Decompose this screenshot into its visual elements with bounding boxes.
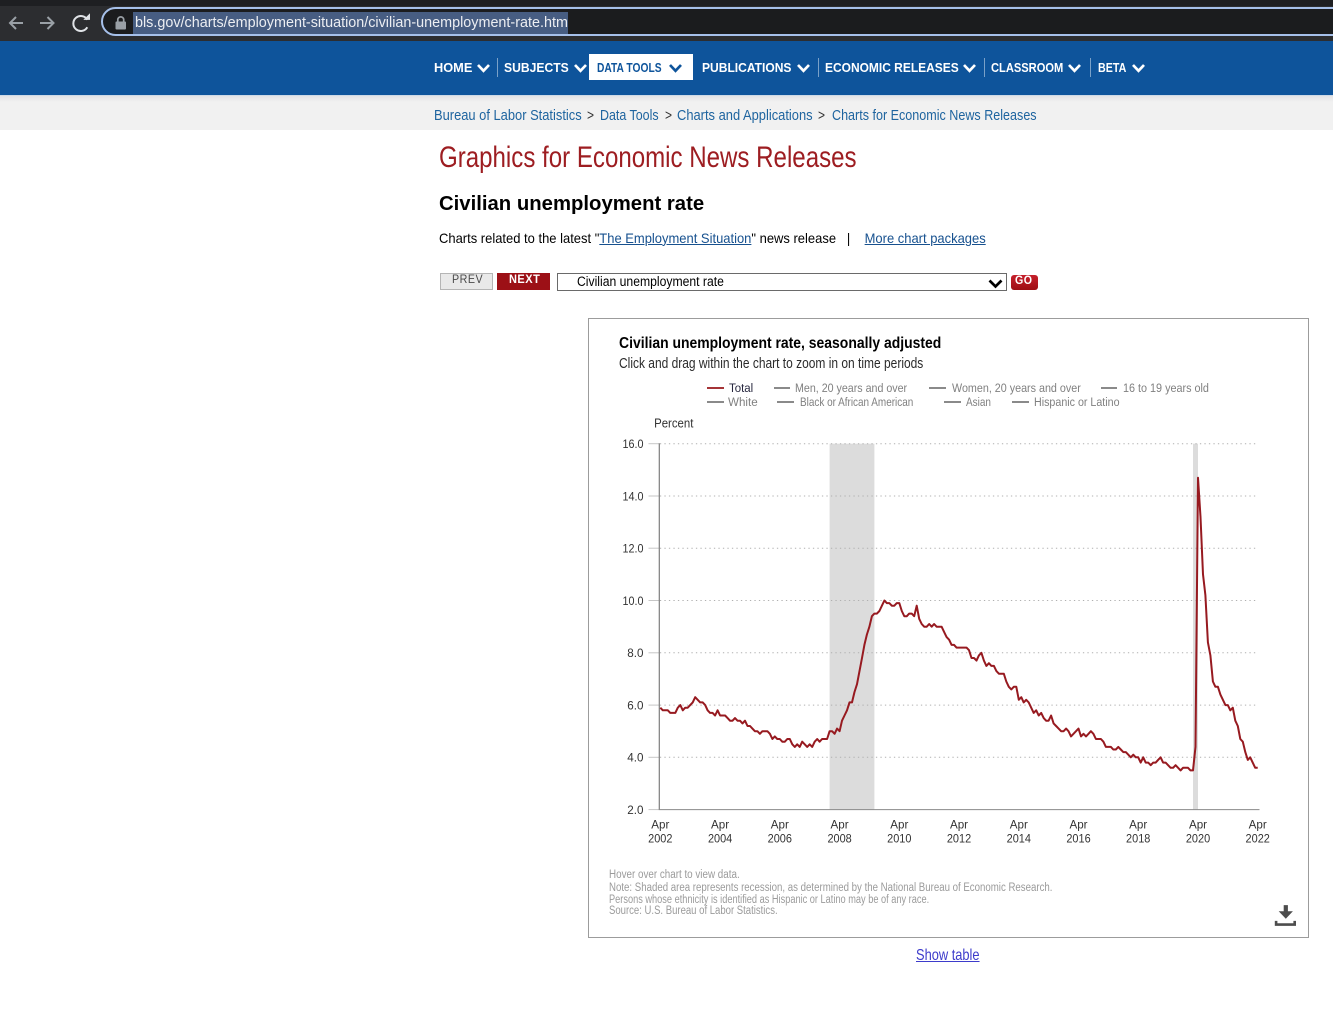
svg-text:2002: 2002 (648, 831, 673, 845)
svg-text:Apr: Apr (770, 817, 788, 831)
svg-text:Apr: Apr (950, 817, 968, 831)
svg-text:2.0: 2.0 (627, 802, 644, 816)
svg-text:14.0: 14.0 (622, 489, 643, 503)
svg-text:12.0: 12.0 (622, 541, 643, 555)
svg-text:Apr: Apr (651, 817, 669, 831)
svg-text:2014: 2014 (1006, 831, 1031, 845)
svg-text:Apr: Apr (1009, 817, 1027, 831)
svg-text:Apr: Apr (1069, 817, 1087, 831)
svg-text:Apr: Apr (711, 817, 729, 831)
svg-text:4.0: 4.0 (627, 750, 644, 764)
svg-text:Apr: Apr (1129, 817, 1147, 831)
svg-text:2004: 2004 (708, 831, 733, 845)
svg-text:2008: 2008 (827, 831, 852, 845)
svg-text:10.0: 10.0 (622, 593, 643, 607)
svg-text:Percent: Percent (654, 416, 694, 430)
svg-text:2012: 2012 (946, 831, 971, 845)
svg-text:2016: 2016 (1066, 831, 1091, 845)
svg-text:2010: 2010 (887, 831, 912, 845)
svg-text:16.0: 16.0 (622, 437, 643, 451)
svg-text:Apr: Apr (890, 817, 908, 831)
svg-text:2006: 2006 (767, 831, 792, 845)
svg-text:Apr: Apr (830, 817, 848, 831)
svg-text:2020: 2020 (1185, 831, 1210, 845)
svg-text:6.0: 6.0 (627, 698, 644, 712)
svg-text:2018: 2018 (1126, 831, 1151, 845)
svg-text:Apr: Apr (1248, 817, 1266, 831)
svg-text:2022: 2022 (1245, 831, 1270, 845)
svg-text:8.0: 8.0 (627, 646, 644, 660)
svg-text:Apr: Apr (1189, 817, 1207, 831)
